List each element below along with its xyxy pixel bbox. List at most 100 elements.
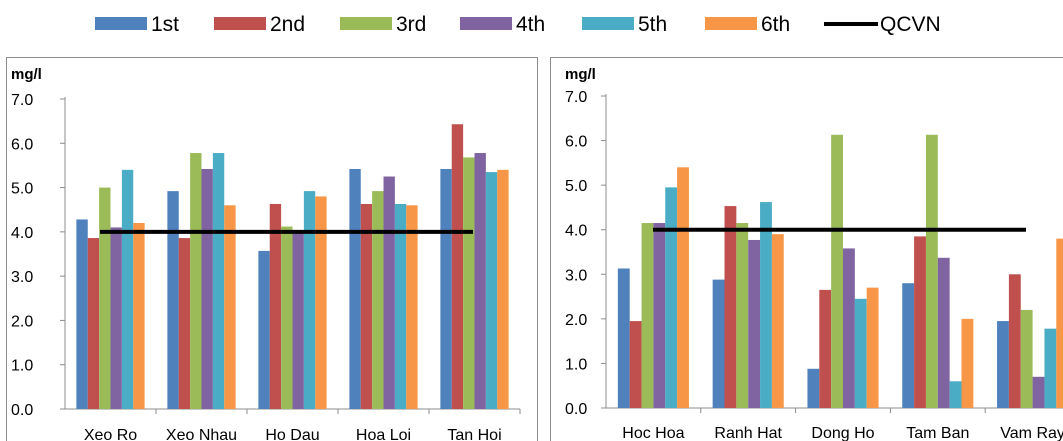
bar-2nd-ho-dau (269, 203, 282, 409)
bar-6th-dong-ho (866, 287, 879, 408)
bar-3rd-hoa-loi (372, 191, 384, 409)
bar-2nd-xeo-nhau (178, 238, 191, 409)
bar-4th-hoc-hoa (653, 223, 666, 408)
legend-swatch-5th (582, 17, 634, 30)
bar-3rd-xeo-ro (99, 187, 111, 409)
bar-1st-tan-hoi (440, 168, 452, 409)
y-tick-label: 6.0 (11, 136, 33, 153)
bar-2nd-tam-ban (914, 236, 926, 408)
legend-label: 3rd (396, 13, 426, 36)
bar-1st-dong-ho (807, 368, 820, 408)
bar-2nd-ranh-hat (724, 206, 737, 408)
bar-5th-dong-ho (854, 298, 867, 408)
y-tick-label: 0.0 (565, 401, 587, 418)
bar-1st-hoa-loi (349, 168, 361, 409)
bar-4th-vam-ray (1032, 376, 1045, 408)
x-tick-label: Hoc Hoa (622, 425, 684, 441)
y-tick-label: 7.0 (565, 89, 587, 106)
legend-label: 2nd (270, 13, 305, 36)
bar-2nd-xeo-ro (87, 238, 100, 409)
bars-group (76, 124, 509, 409)
bar-6th-tam-ban (961, 318, 974, 408)
legend-label: 5th (638, 13, 667, 36)
bar-4th-tam-ban (937, 257, 950, 408)
bar-3rd-vam-ray (1020, 309, 1033, 408)
bar-4th-ho-dau (292, 231, 304, 409)
y-axis-label: mg/l (11, 66, 42, 83)
bar-6th-vam-ray (1056, 238, 1063, 408)
y-tick-label: 1.0 (565, 356, 587, 373)
y-tick-label: 2.0 (11, 313, 33, 330)
y-tick-label: 5.0 (11, 181, 33, 198)
bar-1st-hoc-hoa (617, 268, 630, 408)
y-tick-label: 7.0 (11, 92, 33, 109)
bar-3rd-xeo-nhau (190, 153, 202, 409)
legend-line-label: QCVN (880, 13, 941, 36)
bar-2nd-tan-hoi (451, 124, 464, 409)
bar-5th-xeo-nhau (212, 153, 225, 409)
bar-5th-hoa-loi (394, 203, 407, 409)
bar-5th-xeo-ro (121, 169, 134, 409)
bar-3rd-ho-dau (281, 226, 293, 409)
y-tick-label: 4.0 (565, 223, 587, 240)
bar-2nd-vam-ray (1008, 274, 1021, 408)
chart-panel-left: mg/l 0.0 1.0 2.0 3.0 4.0 5.0 6.0 7.0 Xeo Ro Xeo Nh… (6, 57, 538, 441)
legend-swatch-6th (705, 17, 757, 30)
bar-4th-tan-hoi (474, 153, 486, 409)
bar-5th-tan-hoi (485, 172, 498, 409)
y-tick-label: 1.0 (11, 358, 33, 375)
bar-2nd-hoc-hoa (629, 321, 642, 408)
bar-6th-hoc-hoa (677, 167, 689, 408)
legend-label: 1st (151, 13, 179, 36)
bar-2nd-hoa-loi (360, 203, 373, 409)
legend: 1st 2nd 3rd 4th 5th 6th QCVN (95, 13, 941, 36)
y-tick-label: 5.0 (565, 178, 587, 195)
x-tick-label: Hoa Loi (356, 427, 411, 441)
chart-frame (550, 57, 1063, 441)
chart-frame (6, 57, 538, 441)
x-tick-label: Ho Dau (265, 427, 319, 441)
legend-label: 4th (516, 13, 545, 36)
y-tick-label: 0.0 (11, 402, 33, 419)
y-tick-label: 2.0 (565, 312, 587, 329)
bar-5th-ranh-hat (760, 202, 772, 408)
x-tick-label: Vam Ray (1000, 425, 1063, 441)
bar-1st-xeo-ro (76, 219, 88, 409)
bar-6th-xeo-ro (133, 223, 145, 409)
bar-3rd-tan-hoi (463, 157, 475, 409)
legend-swatch-2nd (214, 17, 266, 30)
bar-4th-xeo-ro (110, 227, 122, 409)
x-tick-label: Tam Ban (906, 425, 969, 441)
bar-1st-ho-dau (258, 250, 270, 409)
x-tick-label: Dong Ho (811, 425, 874, 441)
bar-6th-ranh-hat (771, 234, 784, 408)
bar-1st-ranh-hat (712, 279, 725, 408)
bar-1st-xeo-nhau (167, 191, 179, 409)
bar-6th-hoa-loi (406, 205, 418, 409)
bar-3rd-tam-ban (925, 134, 938, 408)
y-tick-label: 4.0 (11, 225, 33, 242)
legend-swatch-1st (95, 17, 147, 30)
bar-5th-hoc-hoa (665, 187, 678, 408)
y-tick-label: 3.0 (11, 269, 33, 286)
y-tick-label: 6.0 (565, 134, 587, 151)
bar-5th-tam-ban (949, 381, 962, 408)
bars-group (617, 134, 1063, 408)
y-tick-label: 3.0 (565, 267, 587, 284)
bar-2nd-dong-ho (819, 289, 832, 408)
bar-5th-ho-dau (303, 191, 316, 409)
bar-1st-vam-ray (997, 321, 1009, 408)
y-axis-label: mg/l (565, 66, 596, 83)
bar-3rd-hoc-hoa (641, 223, 654, 408)
bar-4th-dong-ho (843, 248, 855, 408)
bar-4th-xeo-nhau (201, 168, 213, 409)
x-tick-label: Tan Hoi (447, 427, 501, 441)
bar-1st-tam-ban (902, 283, 915, 408)
legend-label: 6th (761, 13, 790, 36)
legend-swatch-4th (460, 17, 512, 30)
x-tick-label: Xeo Nhau (166, 427, 237, 441)
bar-3rd-ranh-hat (736, 223, 749, 408)
bar-4th-ranh-hat (748, 239, 761, 408)
bar-6th-xeo-nhau (224, 205, 236, 409)
